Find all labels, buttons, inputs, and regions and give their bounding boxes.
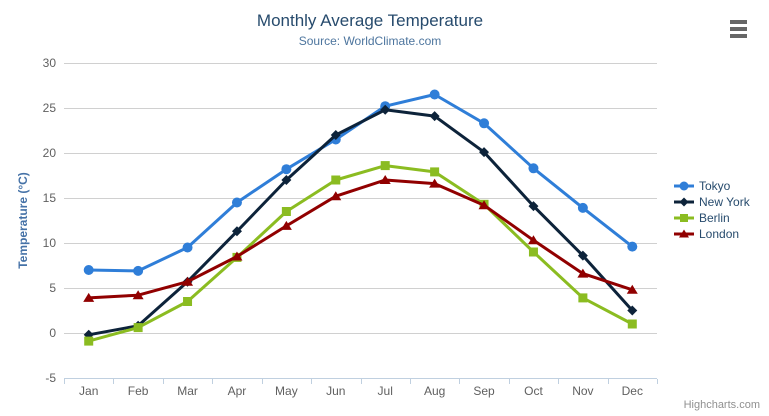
series-line-london — [87, 178, 634, 300]
y-axis-tick-label: 15 — [43, 191, 57, 205]
data-point-triangle[interactable] — [132, 290, 144, 300]
data-point-square[interactable] — [528, 247, 538, 257]
data-point-triangle[interactable] — [679, 229, 689, 238]
legend-label: Berlin — [699, 211, 730, 225]
data-point-square[interactable] — [680, 214, 688, 222]
legend-item-new-york[interactable]: New York — [674, 194, 750, 210]
data-point-triangle[interactable] — [626, 284, 638, 294]
data-point-circle[interactable] — [133, 265, 144, 276]
data-point-diamond[interactable] — [627, 305, 638, 316]
y-axis-title: Temperature (°C) — [16, 172, 30, 269]
data-point-triangle[interactable] — [83, 292, 95, 302]
data-point-square[interactable] — [627, 319, 637, 329]
data-point-triangle[interactable] — [478, 200, 490, 210]
data-point-triangle[interactable] — [429, 178, 441, 188]
data-point-square[interactable] — [281, 207, 291, 216]
legend-marker-circle-icon — [674, 181, 694, 191]
data-point-square[interactable] — [430, 167, 440, 177]
legend: Tokyo New York Berlin London — [674, 178, 750, 242]
series-line-new-york — [87, 108, 634, 337]
x-axis-tick-label: Apr — [228, 384, 247, 398]
chart-title: Monthly Average Temperature — [256, 11, 484, 30]
legend-label: New York — [699, 195, 750, 209]
data-point-square[interactable] — [84, 336, 94, 346]
x-axis-tick-label: Dec — [622, 384, 643, 398]
data-point-triangle[interactable] — [577, 268, 589, 278]
y-axis-tick-label: 30 — [43, 56, 57, 70]
x-axis-tick-label: Jun — [326, 384, 345, 398]
y-axis-tick-label: 0 — [49, 326, 56, 340]
x-axis-tick-label: Oct — [524, 384, 543, 398]
data-point-diamond[interactable] — [479, 147, 490, 158]
data-point-triangle[interactable] — [527, 235, 539, 245]
data-point-square[interactable] — [133, 323, 143, 333]
data-point-circle[interactable] — [83, 265, 94, 275]
y-axis-tick-label: 20 — [43, 146, 57, 160]
hamburger-icon — [730, 33, 747, 38]
legend-label: London — [699, 227, 740, 241]
data-point-diamond[interactable] — [577, 250, 588, 261]
legend-item-berlin[interactable]: Berlin — [674, 210, 750, 226]
x-axis-tick-label: Mar — [177, 384, 198, 398]
data-point-triangle[interactable] — [231, 251, 243, 261]
x-axis-tick-label: May — [275, 384, 298, 398]
data-point-diamond[interactable] — [429, 111, 440, 122]
data-point-diamond[interactable] — [380, 104, 391, 115]
y-axis-tick-label: 5 — [49, 281, 56, 295]
data-point-circle[interactable] — [429, 89, 440, 100]
hamburger-icon — [730, 26, 747, 31]
data-point-diamond[interactable] — [330, 130, 341, 140]
hamburger-icon — [730, 19, 747, 24]
x-axis-tick-label: Jan — [79, 384, 98, 398]
legend-marker-square-icon — [674, 214, 694, 222]
data-point-diamond[interactable] — [281, 175, 292, 185]
data-point-triangle[interactable] — [330, 191, 342, 201]
legend-item-london[interactable]: London — [674, 226, 750, 242]
data-point-diamond[interactable] — [528, 201, 539, 212]
legend-marker-triangle-icon — [674, 229, 694, 238]
data-point-circle[interactable] — [182, 242, 193, 253]
x-axis-tick-label: Nov — [572, 384, 593, 398]
data-point-square[interactable] — [380, 161, 390, 171]
data-point-triangle[interactable] — [182, 276, 194, 286]
data-point-circle[interactable] — [679, 181, 689, 191]
data-point-triangle[interactable] — [379, 175, 391, 184]
data-point-circle[interactable] — [577, 202, 588, 213]
series-line-berlin — [87, 164, 634, 343]
y-axis-tick-label: 25 — [43, 101, 57, 115]
data-point-diamond[interactable] — [679, 197, 689, 207]
export-menu-button[interactable] — [730, 19, 749, 38]
x-axis-tick-label: Jul — [378, 384, 393, 398]
y-axis-tick-label: 10 — [43, 236, 57, 250]
legend-marker-diamond-icon — [674, 197, 694, 207]
data-point-circle[interactable] — [231, 197, 242, 208]
data-point-circle[interactable] — [528, 163, 539, 174]
x-axis-tick-label: Sep — [473, 384, 495, 398]
data-point-diamond[interactable] — [231, 226, 242, 237]
data-point-triangle[interactable] — [280, 220, 292, 230]
legend-item-tokyo[interactable]: Tokyo — [674, 178, 750, 194]
chart-subtitle: Source: WorldClimate.com — [298, 34, 442, 48]
data-point-square[interactable] — [183, 297, 193, 306]
data-point-circle[interactable] — [479, 118, 490, 129]
data-point-circle[interactable] — [627, 241, 638, 252]
data-point-square[interactable] — [331, 175, 341, 185]
y-axis-tick-label: -5 — [45, 371, 56, 385]
legend-label: Tokyo — [699, 179, 731, 193]
credits-link[interactable]: Highcharts.com — [683, 399, 760, 411]
x-axis-tick-label: Feb — [128, 384, 149, 398]
data-point-square[interactable] — [578, 293, 588, 303]
data-point-circle[interactable] — [281, 164, 292, 175]
x-axis-tick-label: Aug — [424, 384, 445, 398]
